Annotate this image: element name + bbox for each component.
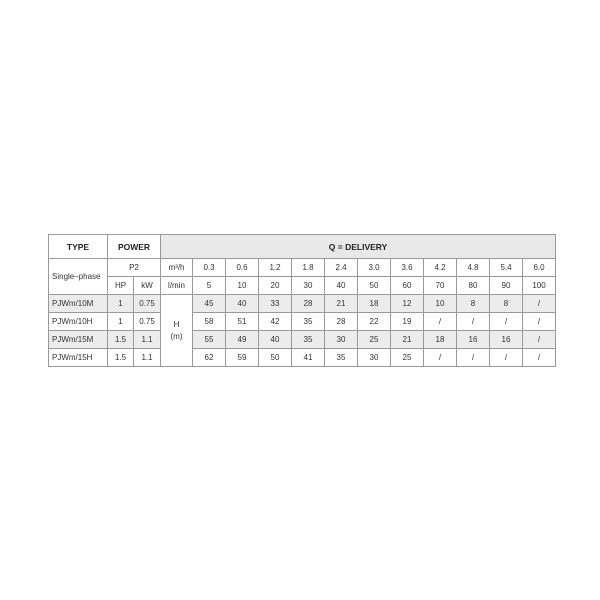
head-value-cell: 30 xyxy=(357,348,391,367)
head-value-cell: 25 xyxy=(357,330,391,349)
head-value-cell: 41 xyxy=(291,348,325,367)
head-value-cell: / xyxy=(423,348,457,367)
head-value-cell: 40 xyxy=(258,330,292,349)
m-label: (m) xyxy=(170,332,183,341)
q-cell: 1.8 xyxy=(291,258,325,277)
q-cell: 70 xyxy=(423,276,457,295)
q-m3h-row: Single–phase P2 m³/h 0.3 0.6 1.2 1.8 2.4 3.0 3… xyxy=(48,258,557,295)
head-value-cell: / xyxy=(456,312,490,331)
type-header: TYPE xyxy=(48,234,108,259)
q-cell: 4.8 xyxy=(456,258,490,277)
model-cell: PJWm/15M xyxy=(48,330,108,349)
pump-performance-table: TYPE POWER Q = DELIVERY Single–phase P2 … xyxy=(48,234,557,367)
q-cell: 90 xyxy=(489,276,523,295)
head-value-cell: 18 xyxy=(357,294,391,313)
head-value-cell: 59 xyxy=(225,348,259,367)
q-cell: 40 xyxy=(324,276,358,295)
phase-label: Single–phase xyxy=(48,258,108,295)
head-value-cell: 8 xyxy=(489,294,523,313)
hp-label: HP xyxy=(107,276,134,295)
q-cell: 3.0 xyxy=(357,258,391,277)
table-row: PJWm/10M 1 0.75 H (m) 45 40 33 28 21 18 12 10 8 8/ xyxy=(48,294,557,367)
head-value-cell: 18 xyxy=(423,330,457,349)
model-cell: PJWm/10M xyxy=(48,294,108,313)
head-value-cell: 21 xyxy=(390,330,424,349)
head-value-cell: 35 xyxy=(324,348,358,367)
q-cell: 5 xyxy=(192,276,226,295)
head-value-cell: / xyxy=(521,330,557,349)
head-value-cell: 45 xyxy=(192,294,226,313)
header-row: TYPE POWER Q = DELIVERY xyxy=(48,234,557,259)
head-value-cell: 25 xyxy=(390,348,424,367)
head-value-cell: 30 xyxy=(324,330,358,349)
q-cell: 3.6 xyxy=(390,258,424,277)
head-value-cell: 33 xyxy=(258,294,292,313)
hp-cell: 1 xyxy=(107,312,134,331)
q-cell: 30 xyxy=(291,276,325,295)
q-cell: 100 xyxy=(521,276,557,295)
unit-m3h: m³/h xyxy=(160,258,193,277)
head-value-cell: / xyxy=(521,348,557,367)
q-cell: 10 xyxy=(225,276,259,295)
head-value-cell: 40 xyxy=(225,294,259,313)
head-value-cell: / xyxy=(489,348,523,367)
unit-lmin: l/min xyxy=(160,276,193,295)
hp-cell: 1.5 xyxy=(107,330,134,349)
head-value-cell: 42 xyxy=(258,312,292,331)
q-cell: 0.3 xyxy=(192,258,226,277)
head-value-cell: 58 xyxy=(192,312,226,331)
kw-label: kW xyxy=(133,276,161,295)
q-cell: 2.4 xyxy=(324,258,358,277)
table-row: PJWm/15H 1.5 1.1 62 59 50 41 35 30 25// / / xyxy=(48,348,557,367)
h-label: H xyxy=(173,320,180,329)
model-cell: PJWm/10H xyxy=(48,312,108,331)
q-cell: 20 xyxy=(258,276,292,295)
power-header: POWER xyxy=(107,234,161,259)
head-value-cell: 49 xyxy=(225,330,259,349)
hp-cell: 1 xyxy=(107,294,134,313)
head-value-cell: / xyxy=(521,294,557,313)
head-value-cell: 28 xyxy=(291,294,325,313)
head-value-cell: 19 xyxy=(390,312,424,331)
model-cell: PJWm/15H xyxy=(48,348,108,367)
q-cell: 5.4 xyxy=(489,258,523,277)
hp-cell: 1.5 xyxy=(107,348,134,367)
kw-cell: 0.75 xyxy=(133,312,161,331)
kw-cell: 1.1 xyxy=(133,348,161,367)
head-value-cell: 12 xyxy=(390,294,424,313)
q-cell: 6.0 xyxy=(521,258,557,277)
head-value-cell: / xyxy=(456,348,490,367)
head-value-cell: 55 xyxy=(192,330,226,349)
q-cell: 1.2 xyxy=(258,258,292,277)
q-cell: 4.2 xyxy=(423,258,457,277)
head-value-cell: 21 xyxy=(324,294,358,313)
head-value-cell: 35 xyxy=(291,330,325,349)
head-value-cell: 28 xyxy=(324,312,358,331)
kw-cell: 0.75 xyxy=(133,294,161,313)
table-row: PJWm/15M 1.5 1.1 55 49 40 35 30 25 21 18 16 16/ xyxy=(48,330,557,349)
q-cell: 50 xyxy=(357,276,391,295)
head-value-cell: 51 xyxy=(225,312,259,331)
p2-label: P2 xyxy=(107,258,161,277)
head-value-cell: / xyxy=(423,312,457,331)
head-value-cell: 16 xyxy=(456,330,490,349)
q-cell: 60 xyxy=(390,276,424,295)
q-lmin-row: HP kW l/min 5 10 20 30 40 50 60 70 80 90 100 xyxy=(49,276,557,295)
head-unit: H (m) xyxy=(160,294,193,367)
head-value-cell: 50 xyxy=(258,348,292,367)
head-value-cell: / xyxy=(521,312,557,331)
head-value-cell: 35 xyxy=(291,312,325,331)
head-value-cell: 10 xyxy=(423,294,457,313)
delivery-header: Q = DELIVERY xyxy=(159,234,557,259)
q-cell: 0.6 xyxy=(225,258,259,277)
head-value-cell: 62 xyxy=(192,348,226,367)
q-cell: 80 xyxy=(456,276,490,295)
head-value-cell: 16 xyxy=(489,330,523,349)
head-value-cell: / xyxy=(489,312,523,331)
table-row: PJWm/10H 1 0.75 58 51 42 35 28 22 19// / / xyxy=(48,312,557,331)
kw-cell: 1.1 xyxy=(133,330,161,349)
head-value-cell: 22 xyxy=(357,312,391,331)
head-value-cell: 8 xyxy=(456,294,490,313)
